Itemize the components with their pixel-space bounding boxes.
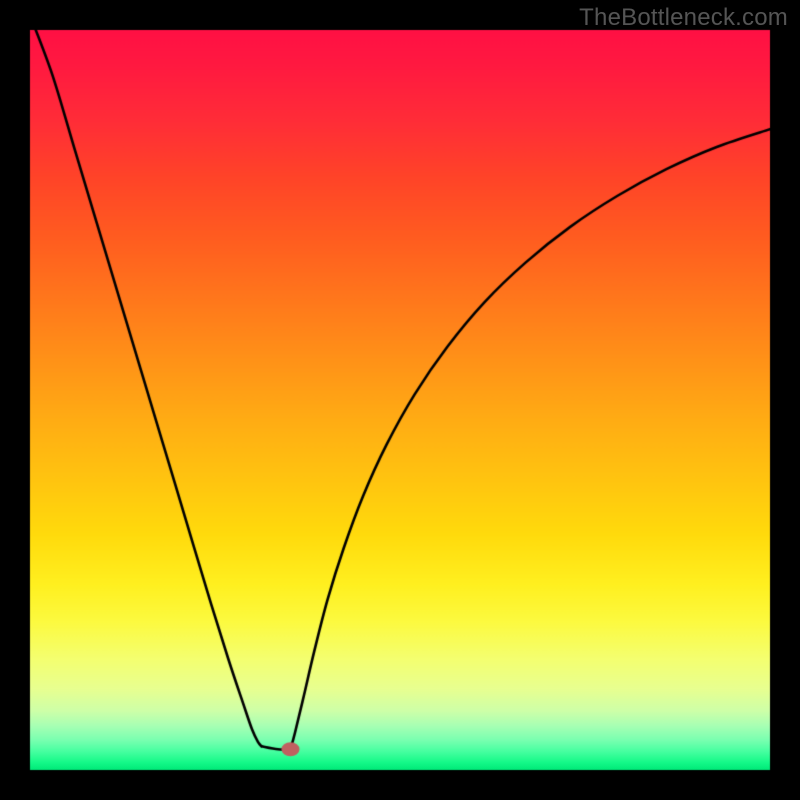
watermark-text: TheBottleneck.com — [579, 4, 788, 32]
bottleneck-chart — [0, 0, 800, 800]
chart-container: TheBottleneck.com — [0, 0, 800, 800]
